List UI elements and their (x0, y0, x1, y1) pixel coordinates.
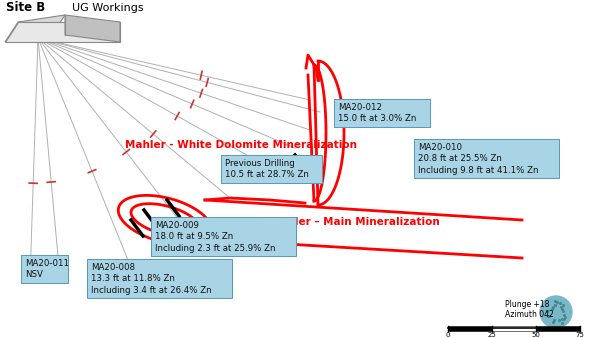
FancyBboxPatch shape (21, 255, 68, 283)
Text: MA20-011
NSV: MA20-011 NSV (25, 259, 69, 280)
Polygon shape (5, 22, 120, 42)
Bar (536, 325, 580, 331)
Text: MA20-008
13.3 ft at 11.8% Zn
Including 3.4 ft at 26.4% Zn: MA20-008 13.3 ft at 11.8% Zn Including 3… (91, 263, 212, 295)
Text: Mahler – Main Mineralization: Mahler – Main Mineralization (270, 217, 440, 227)
Text: 25: 25 (488, 332, 496, 338)
Text: Mahler - White Dolomite Mineralization: Mahler - White Dolomite Mineralization (125, 140, 357, 150)
Circle shape (540, 296, 572, 328)
Text: MA20-010
20.8 ft at 25.5% Zn
Including 9.8 ft at 41.1% Zn: MA20-010 20.8 ft at 25.5% Zn Including 9… (418, 143, 539, 175)
Polygon shape (5, 15, 65, 42)
Text: 50: 50 (532, 332, 541, 338)
Polygon shape (65, 15, 120, 42)
Text: Site B: Site B (6, 1, 45, 14)
Text: 0: 0 (446, 332, 450, 338)
FancyBboxPatch shape (221, 155, 322, 183)
Text: Previous Drilling
10.5 ft at 28.7% Zn: Previous Drilling 10.5 ft at 28.7% Zn (225, 159, 309, 179)
Text: UG Workings: UG Workings (72, 3, 143, 13)
Bar (448, 325, 492, 331)
FancyBboxPatch shape (87, 259, 232, 297)
Text: 75: 75 (575, 332, 584, 338)
FancyBboxPatch shape (151, 217, 296, 256)
Text: Plunge +18
Azimuth 042: Plunge +18 Azimuth 042 (505, 300, 554, 319)
FancyBboxPatch shape (414, 139, 559, 177)
Text: MA20-009
18.0 ft at 9.5% Zn
Including 2.3 ft at 25.9% Zn: MA20-009 18.0 ft at 9.5% Zn Including 2.… (155, 221, 275, 253)
Text: MA20-012
15.0 ft at 3.0% Zn: MA20-012 15.0 ft at 3.0% Zn (338, 103, 416, 123)
FancyBboxPatch shape (334, 99, 430, 127)
Bar (492, 325, 536, 331)
